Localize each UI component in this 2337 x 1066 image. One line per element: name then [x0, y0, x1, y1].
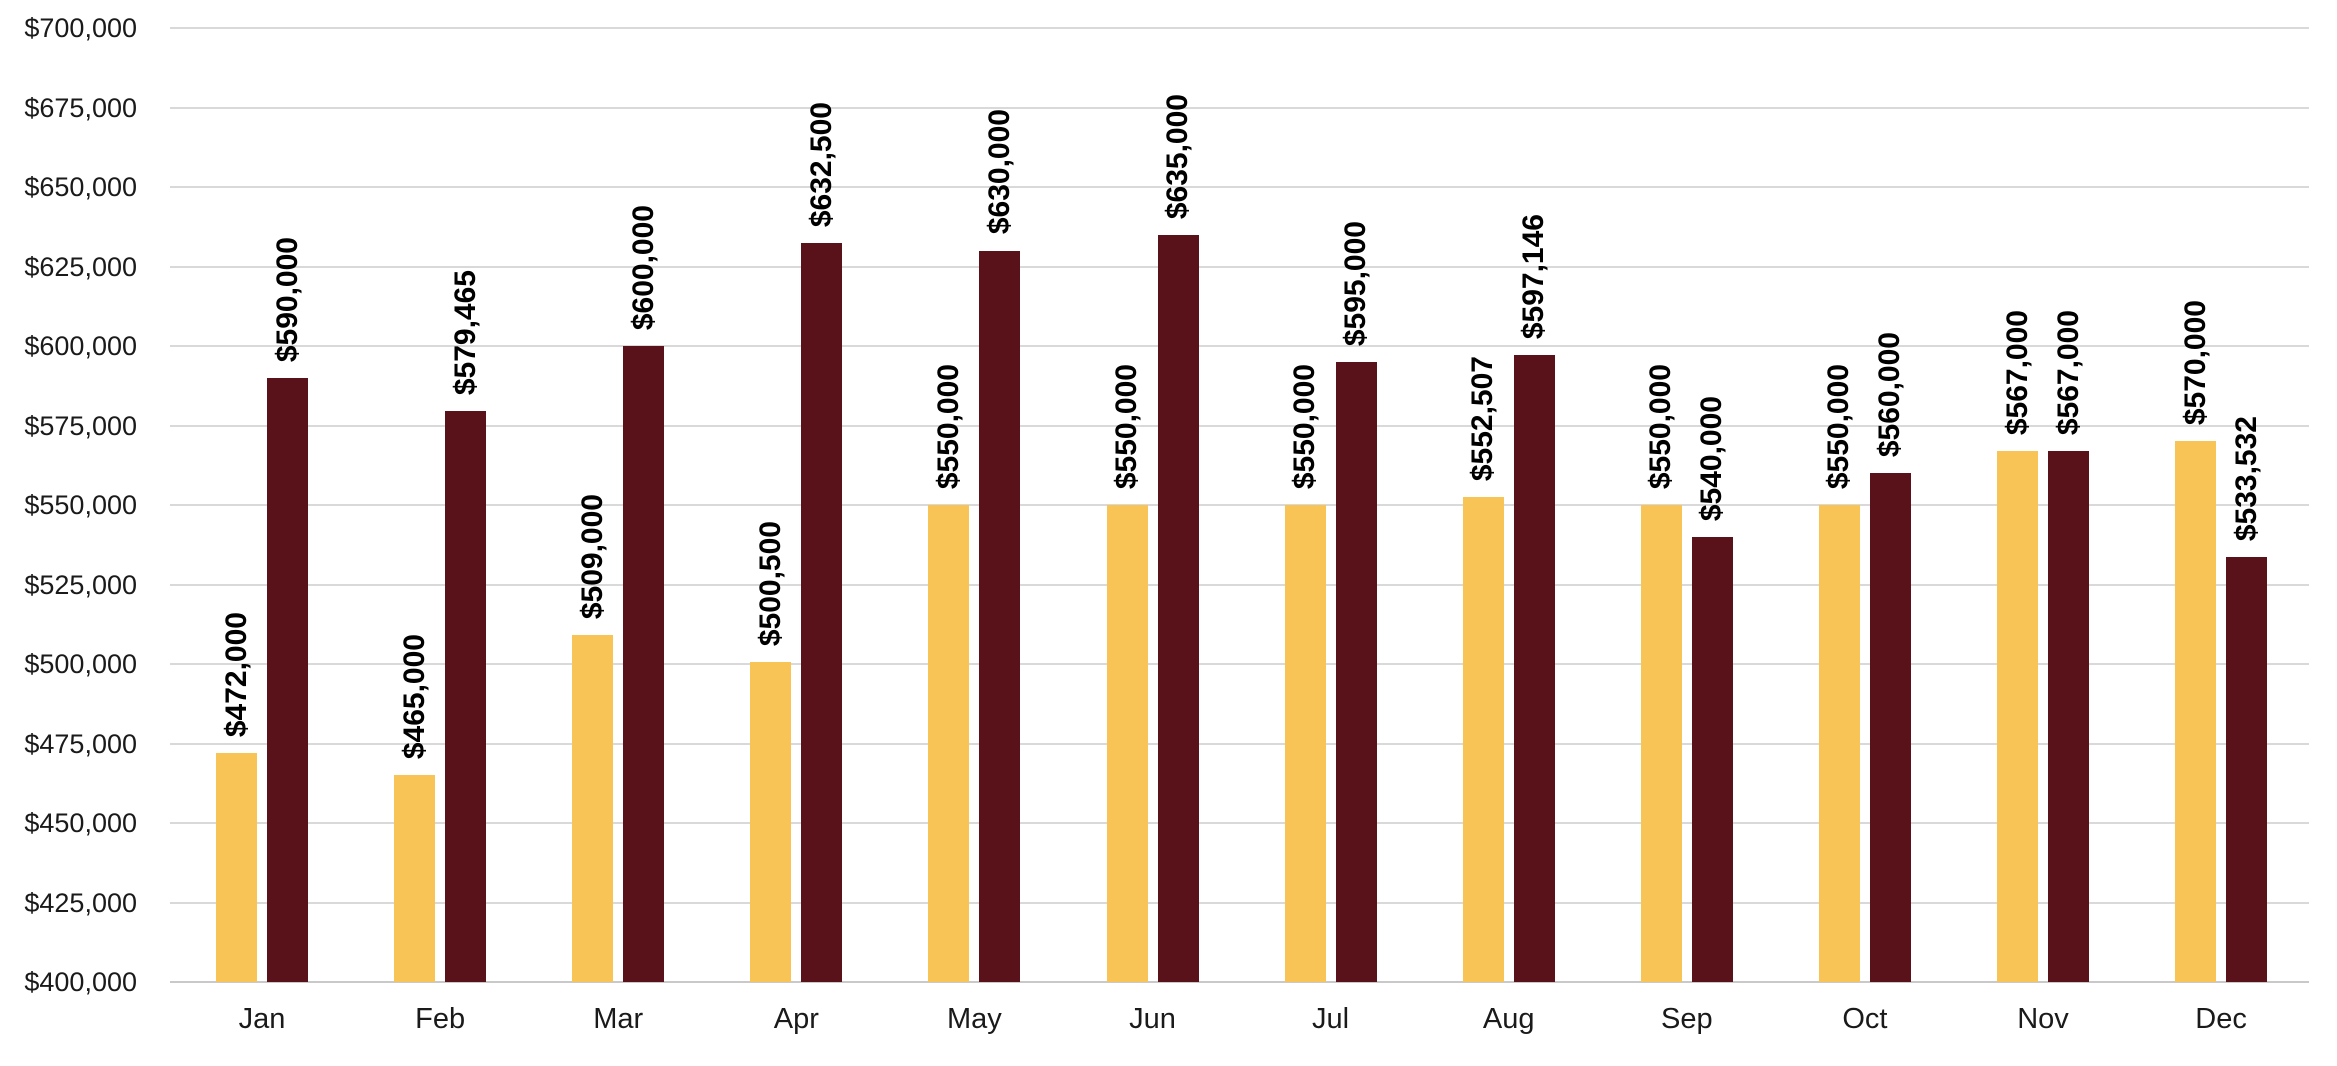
gridline: [170, 583, 2309, 586]
x-axis-month-label: Nov: [2017, 1003, 2069, 1035]
y-axis-tick-label: $700,000: [24, 13, 137, 43]
bar-gold: [2175, 441, 2217, 982]
bar-value-label: $540,000: [1695, 395, 1729, 521]
bar-gold: [1106, 505, 1148, 982]
y-axis-tick-label: $475,000: [24, 728, 137, 759]
bar-value-label: $597,146: [1517, 213, 1551, 340]
bar-value-label: $560,000: [1873, 332, 1907, 458]
y-axis-tick-label: $650,000: [24, 172, 137, 202]
y-axis-tick-label: $550,000: [24, 490, 137, 520]
x-axis-line: [170, 981, 2309, 983]
x-axis-month-label: Jul: [1312, 1003, 1350, 1035]
x-axis-month-label: Oct: [1842, 1003, 1888, 1035]
gridline: [170, 424, 2309, 427]
bar-value-label: $552,507: [1466, 355, 1500, 482]
bar-maroon: [979, 250, 1021, 982]
bar-gold: [572, 635, 614, 982]
bar-gold: [1818, 505, 1860, 982]
gridline: [170, 663, 2309, 665]
x-axis-month-label: Jun: [1129, 1003, 1176, 1035]
bar-value-label: $509,000: [575, 494, 609, 620]
gridline: [170, 504, 2309, 506]
gridline: [170, 27, 2309, 29]
y-axis-tick-label: $600,000: [24, 331, 137, 361]
bar-maroon: [801, 242, 843, 982]
y-axis-tick-label: $525,000: [24, 569, 137, 600]
bar-gold: [1284, 505, 1326, 982]
gridline: [170, 106, 2309, 109]
x-axis-month-label: Aug: [1482, 1003, 1535, 1035]
x-axis-month-label: Apr: [773, 1003, 819, 1035]
bar-value-label: $579,465: [448, 270, 482, 396]
bar-gold: [928, 505, 970, 982]
bar-value-label: $570,000: [2178, 300, 2212, 426]
bar-value-label: $590,000: [270, 236, 304, 362]
bar-maroon: [1335, 361, 1377, 982]
bar-value-label: $550,000: [1644, 363, 1678, 489]
bar-gold: [216, 753, 257, 982]
y-axis-tick-label: $450,000: [24, 808, 137, 838]
bar-maroon: [1869, 473, 1911, 982]
bar-maroon: [623, 346, 665, 982]
bar-value-label: $567,000: [2000, 309, 2034, 435]
bar-value-label: $550,000: [1822, 363, 1856, 489]
bar-value-label: $550,000: [931, 363, 965, 489]
y-axis-tick-label: $675,000: [24, 92, 137, 123]
y-axis-tick-label: $625,000: [24, 251, 137, 282]
bar-maroon: [1157, 234, 1199, 982]
bar-gold: [1462, 497, 1504, 982]
gridline: [170, 822, 2309, 824]
gridline: [170, 265, 2309, 268]
bar-gold: [750, 662, 792, 982]
bar-value-label: $595,000: [1339, 220, 1373, 346]
y-axis-tick-label: $425,000: [24, 887, 137, 918]
y-axis-tick-label: $400,000: [24, 967, 137, 997]
bar-value-label: $630,000: [982, 109, 1016, 235]
bar-value-label: $465,000: [397, 634, 431, 760]
gridline: [170, 186, 2309, 188]
bar-value-label: $567,000: [2051, 309, 2085, 435]
bar-maroon: [2048, 450, 2089, 982]
gridline: [170, 901, 2309, 904]
x-axis-month-label: Feb: [415, 1003, 466, 1035]
bar-value-label: $632,500: [804, 101, 838, 227]
gridline: [170, 345, 2309, 347]
bar-value-label: $635,000: [1161, 93, 1194, 219]
bar-value-label: $550,000: [1110, 363, 1143, 489]
bar-maroon: [1513, 355, 1555, 982]
bar-value-label: $600,000: [626, 204, 660, 330]
bar-value-label: $533,532: [2229, 416, 2263, 542]
bar-maroon: [1691, 536, 1733, 982]
x-axis-month-label: Mar: [593, 1003, 644, 1035]
bar-value-label: $550,000: [1288, 363, 1322, 489]
x-axis-month-label: Dec: [2195, 1003, 2247, 1035]
bar-gold: [394, 775, 436, 982]
y-axis-tick-label: $575,000: [24, 410, 137, 441]
bar-value-label: $472,000: [219, 611, 253, 738]
x-axis-month-label: Jan: [238, 1003, 286, 1035]
bar-value-label: $500,500: [753, 521, 787, 647]
bar-gold: [1997, 450, 2038, 982]
bar-gold: [1640, 505, 1682, 982]
bar-maroon: [267, 377, 308, 982]
bar-maroon: [445, 411, 487, 982]
x-axis-month-label: Sep: [1660, 1003, 1713, 1035]
y-axis-tick-label: $500,000: [24, 649, 137, 679]
bar-maroon: [2226, 557, 2268, 982]
gridline: [170, 742, 2309, 745]
x-axis-month-label: May: [946, 1003, 1002, 1035]
